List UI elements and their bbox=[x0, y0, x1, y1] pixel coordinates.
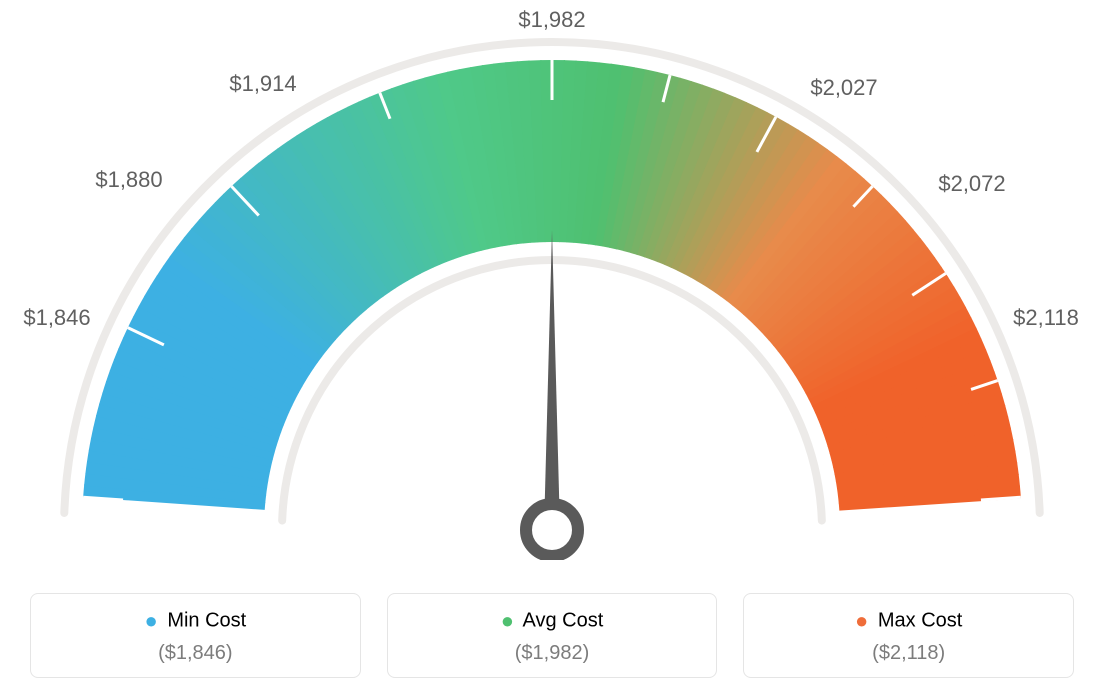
legend-card-max: ● Max Cost ($2,118) bbox=[743, 593, 1074, 678]
tick-label: $1,880 bbox=[95, 167, 162, 193]
tick-label: $2,118 bbox=[1013, 305, 1079, 331]
needle-hub bbox=[526, 504, 578, 556]
tick-label: $1,982 bbox=[518, 7, 585, 33]
legend-title-avg-text: Avg Cost bbox=[522, 609, 603, 631]
dot-icon-avg: ● bbox=[501, 608, 514, 633]
gauge-area: $1,846 $1,880 $1,914 $1,982 $2,027 $2,072 $2,1… bbox=[0, 0, 1104, 560]
legend-title-max-text: Max Cost bbox=[878, 609, 962, 631]
gauge-chart-wrapper: $1,846 $1,880 $1,914 $1,982 $2,027 $2,072 $2,1… bbox=[0, 0, 1104, 690]
legend-row: ● Min Cost ($1,846) ● Avg Cost ($1,982) … bbox=[30, 593, 1074, 678]
legend-title-min-text: Min Cost bbox=[167, 609, 246, 631]
legend-card-min: ● Min Cost ($1,846) bbox=[30, 593, 361, 678]
legend-card-avg: ● Avg Cost ($1,982) bbox=[387, 593, 718, 678]
legend-value-avg: ($1,982) bbox=[398, 642, 707, 665]
tick-label: $2,027 bbox=[810, 75, 877, 101]
tick-label: $1,914 bbox=[229, 71, 296, 97]
legend-title-avg: ● Avg Cost bbox=[398, 608, 707, 634]
dot-icon-min: ● bbox=[144, 608, 157, 633]
legend-value-min: ($1,846) bbox=[41, 642, 350, 665]
legend-title-max: ● Max Cost bbox=[754, 608, 1063, 634]
legend-value-max: ($2,118) bbox=[754, 642, 1063, 665]
tick-label: $2,072 bbox=[938, 171, 1005, 197]
gauge-svg bbox=[0, 0, 1104, 560]
dot-icon-max: ● bbox=[855, 608, 868, 633]
legend-title-min: ● Min Cost bbox=[41, 608, 350, 634]
tick-label: $1,846 bbox=[23, 305, 90, 331]
needle bbox=[544, 230, 560, 530]
